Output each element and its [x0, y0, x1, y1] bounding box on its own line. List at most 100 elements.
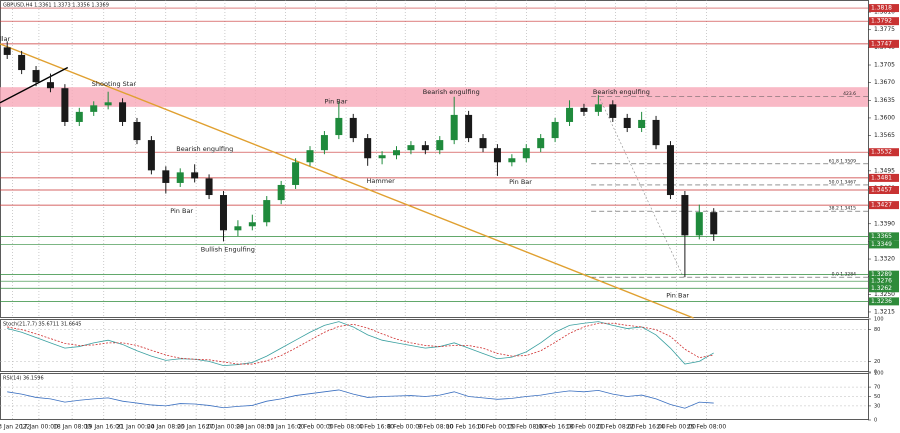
candle-body	[566, 107, 574, 122]
fib-label: 423.6	[843, 91, 856, 97]
indicator-line	[7, 321, 714, 367]
level-label: 1.3365	[871, 233, 892, 240]
level-label: 1.3481	[871, 174, 892, 181]
level-box	[869, 270, 899, 279]
candle-body	[18, 54, 26, 71]
annotation: Pin Bar	[509, 178, 532, 186]
candle-body	[393, 150, 401, 156]
candle-body	[205, 178, 213, 196]
level-label: 1.3532	[871, 149, 892, 156]
candle-body	[75, 111, 83, 122]
y-tick-label: 1.3320	[874, 256, 895, 263]
x-tick-label: 10 Feb 16:00	[446, 424, 486, 431]
candle-body	[133, 121, 141, 141]
candle-body	[248, 222, 256, 227]
x-tick-label: 13 Jan 2022	[0, 424, 30, 431]
x-tick-label: 19 Jan 16:00	[85, 424, 123, 431]
pane-frame	[0, 319, 869, 372]
candle-body	[652, 119, 660, 146]
candle-body	[61, 88, 69, 122]
candle-body	[508, 158, 516, 163]
annotation: Pin Bar	[325, 97, 348, 105]
y-tick-label: 70	[874, 385, 880, 391]
level-box	[869, 17, 899, 26]
x-tick-label: 15 Feb 08:00	[507, 424, 547, 431]
candle-body	[292, 162, 300, 185]
candle-body	[710, 212, 718, 235]
candle-body	[364, 138, 372, 159]
candle-body	[176, 172, 184, 183]
y-tick-label: 0	[874, 418, 877, 424]
candle-body	[191, 172, 199, 179]
x-tick-label: 16 Feb 16:00	[535, 424, 575, 431]
candle-body	[421, 145, 429, 151]
candle-body	[46, 82, 54, 89]
x-tick-label: 18 Feb 00:00	[566, 424, 606, 431]
chart-title: Stoch(21,7,7) 35.6711 31.6645	[3, 322, 81, 328]
y-tick-label: 1.3390	[874, 220, 895, 227]
level-box	[869, 4, 899, 13]
y-tick-label: 50	[874, 394, 880, 400]
annotation: Bullish Engulfing	[201, 245, 255, 253]
annotation: Bearish engulfing	[423, 88, 480, 96]
annotation: Pin Bar	[666, 291, 689, 299]
level-box	[869, 232, 899, 241]
y-tick-label: 1.3565	[874, 132, 895, 139]
level-box	[869, 148, 899, 157]
candle-body	[104, 102, 112, 106]
y-tick-label: 1.3215	[874, 308, 895, 315]
trendline	[598, 95, 684, 278]
candle-body	[277, 184, 285, 201]
y-tick-label: 1.3810	[874, 9, 895, 16]
y-tick-label: 1.3705	[874, 62, 895, 69]
candle-body	[378, 155, 386, 159]
candle-body	[493, 148, 501, 163]
y-tick-label: 1.3635	[874, 97, 895, 104]
x-tick-label: 25 Feb 08:00	[687, 424, 727, 431]
level-box	[869, 277, 899, 286]
candle-body	[32, 70, 40, 83]
trendline	[0, 43, 694, 319]
y-tick-label: 30	[874, 403, 880, 409]
pane-frame	[0, 0, 869, 318]
zone	[0, 87, 868, 107]
level-box	[869, 173, 899, 182]
trendline	[0, 66, 69, 104]
candle-body	[306, 150, 314, 163]
y-tick-label: 1.3775	[874, 26, 895, 33]
level-box	[869, 185, 899, 194]
candle-body	[609, 104, 617, 118]
y-tick-label: 1.3670	[874, 79, 895, 86]
x-tick-label: 31 Jan 16:00	[266, 424, 304, 431]
candle-body	[638, 119, 646, 129]
candle-body	[320, 135, 328, 151]
candle-body	[147, 140, 155, 171]
x-tick-label: 25 Jan 16:00	[177, 424, 215, 431]
level-label: 1.3262	[871, 285, 892, 292]
candle-body	[623, 117, 631, 129]
x-tick-label: 24 Jan 08:00	[147, 424, 185, 431]
annotation: Pin Bar	[170, 207, 193, 215]
annotation: Shooting Star	[92, 80, 137, 88]
candle-body	[436, 140, 444, 151]
y-tick-label: 1.3250	[874, 291, 895, 298]
level-label: 1.3427	[871, 202, 892, 209]
x-tick-label: 18 Jan 08:00	[53, 424, 91, 431]
y-tick-label: 1.3600	[874, 114, 895, 121]
x-tick-label: 17 Jan 00:00	[20, 424, 58, 431]
level-label: 1.3792	[871, 18, 892, 25]
candle-body	[594, 104, 602, 112]
y-tick-label: 100	[874, 317, 884, 323]
y-tick-label: 80	[874, 327, 880, 333]
level-box	[869, 240, 899, 249]
x-tick-label: 14 Feb 00:00	[476, 424, 516, 431]
candle-body	[695, 212, 703, 236]
fib-label: 61.8 1.3509	[829, 158, 856, 164]
level-box	[869, 201, 899, 210]
level-label: 1.3747	[871, 40, 892, 47]
annotation: Bearish engulfing	[593, 88, 650, 96]
x-tick-label: 28 Jan 08:00	[236, 424, 274, 431]
annotation: llar	[0, 35, 11, 43]
x-tick-label: 21 Jan 00:00	[117, 424, 155, 431]
